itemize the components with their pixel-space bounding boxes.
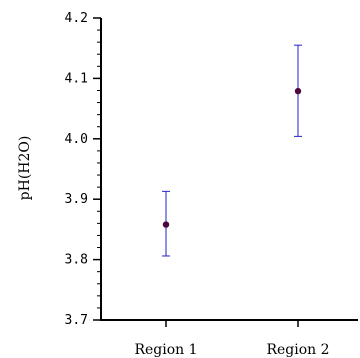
y-axis-title: pH(H2O): [17, 136, 33, 201]
y-tick-label: 4.2: [65, 11, 88, 26]
y-tick-label: 4.0: [65, 132, 88, 147]
x-tick-label: Region 2: [266, 342, 329, 358]
data-point: [162, 221, 170, 228]
data-point: [294, 87, 302, 95]
y-tick-label: 3.7: [65, 313, 88, 328]
y-tick-label: 3.8: [65, 253, 88, 268]
y-tick-label: 4.1: [65, 71, 88, 86]
x-tick-label: Region 1: [134, 342, 197, 358]
plot-area: [162, 44, 302, 257]
y-tick-label: 3.9: [65, 192, 88, 207]
axes: 3.7 3.8 3.9 4.0 4.1 4.2 Region 1 Region 2: [65, 11, 358, 358]
